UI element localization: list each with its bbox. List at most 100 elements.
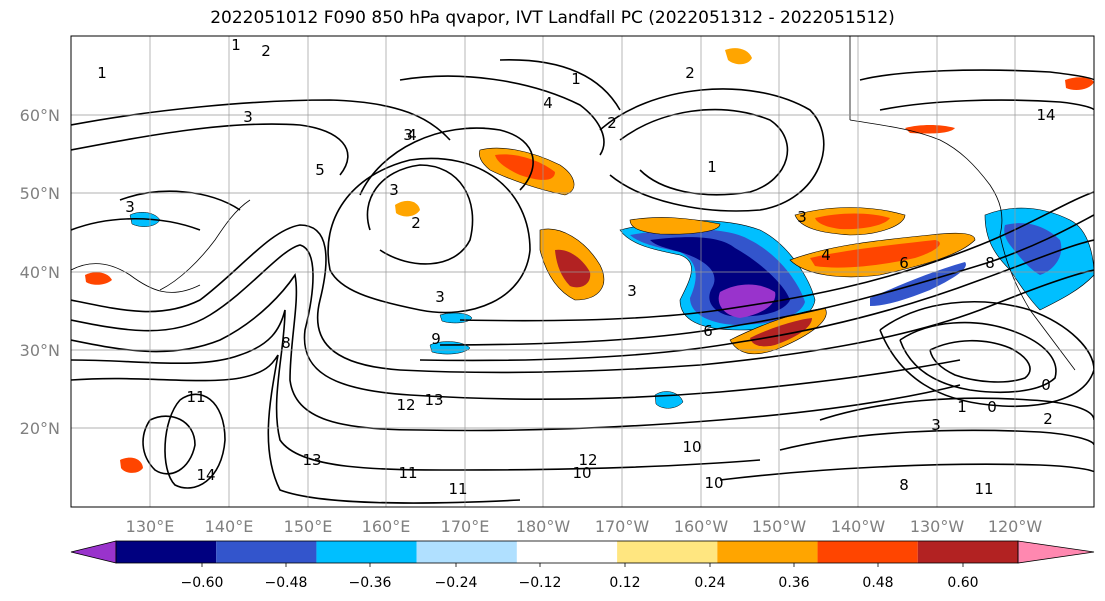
contour-label: 2 [685, 64, 695, 82]
positive-anomaly-south-small [120, 457, 143, 473]
contour-label: 11 [186, 388, 205, 406]
positive-anomaly-band-5-core [750, 318, 812, 347]
contour-label: 5 [315, 161, 325, 179]
contour-line [619, 108, 789, 196]
lon-tick-label: 150°E [284, 517, 333, 536]
contour-line [71, 354, 521, 504]
contour-label: 6 [703, 322, 713, 340]
colorbar: −0.60 −0.48 −0.36 −0.24 −0.12 0.12 0.24 0.36 0.4… [70, 540, 1095, 591]
contour-line [366, 164, 474, 265]
contour-line [879, 99, 1094, 111]
contour-lines [71, 59, 1094, 504]
colorbar-tick-label: 0.12 [609, 575, 640, 591]
colorbar-swatch [116, 541, 217, 563]
colorbar-swatch [617, 541, 718, 563]
contour-label: 3 [389, 181, 399, 199]
contour-label: 10 [572, 464, 591, 482]
contour-label: 6 [899, 254, 909, 272]
lat-tick-label: 50°N [20, 184, 60, 203]
colorbar-swatch [717, 541, 818, 563]
positive-anomaly-ne [1065, 77, 1094, 90]
contour-label: 4 [407, 126, 417, 144]
lon-tick-label: 170°E [441, 517, 490, 536]
lat-tick-label: 20°N [20, 419, 60, 438]
contour-label: 10 [682, 438, 701, 456]
contour-label: 3 [435, 288, 445, 306]
colorbar-tick-label: −0.60 [181, 575, 224, 591]
coastline [71, 263, 201, 293]
colorbar-tick-label: −0.36 [349, 575, 392, 591]
contour-line [71, 244, 961, 401]
contour-line [399, 75, 605, 156]
gridlines [71, 36, 1094, 507]
contour-line [71, 272, 961, 432]
colorbar-frame [115, 540, 1019, 564]
lat-axis-labels: 60°N 50°N 40°N 30°N 20°N [20, 106, 60, 438]
contour-line [71, 217, 201, 231]
contour-label: 11 [448, 480, 467, 498]
lon-axis-labels: 130°E 140°E 150°E 160°E 170°E 180°W 170°W 160°W… [126, 517, 1043, 536]
contour-label: 1 [231, 36, 241, 54]
shaded-anomalies [85, 48, 1094, 473]
contour-label: 3 [403, 126, 413, 144]
contour-label: 12 [578, 451, 597, 469]
positive-anomaly-band-2-core [495, 154, 555, 180]
contour-label: 4 [543, 94, 553, 112]
contour-line [142, 415, 196, 475]
lon-tick-label: 130°W [910, 517, 965, 536]
positive-anomaly-band-3-core [815, 213, 890, 230]
lon-tick-label: 140°W [831, 517, 886, 536]
contour-line [71, 309, 761, 471]
map-title: 2022051012 F090 850 hPa qvapor, IVT Land… [210, 8, 895, 28]
lon-tick-label: 160°W [674, 517, 729, 536]
contour-label: 3 [931, 416, 941, 434]
contour-line [499, 59, 621, 111]
contour-label: 3 [125, 198, 135, 216]
positive-anomaly-band-1-core [555, 249, 591, 288]
coastlines [71, 36, 1076, 371]
colorbar-swatch [216, 541, 317, 563]
contour-line [359, 127, 534, 196]
positive-anomaly-alaska [905, 125, 955, 134]
contour-label: 0 [1041, 376, 1051, 394]
colorbar-tick-label: 0.24 [694, 575, 725, 591]
contour-label: 2 [261, 42, 271, 60]
contour-line [71, 123, 349, 176]
lat-tick-label: 30°N [20, 341, 60, 360]
lat-tick-label: 60°N [20, 106, 60, 125]
lat-tick-label: 40°N [20, 263, 60, 282]
contour-line [819, 397, 1094, 421]
contour-label: 13 [424, 391, 443, 409]
colorbar-swatch [516, 541, 618, 563]
contour-label: 1 [571, 70, 581, 88]
contour-label: 3 [243, 108, 253, 126]
contour-label: 11 [974, 480, 993, 498]
coastline [159, 199, 251, 291]
contour-label: 13 [302, 451, 321, 469]
contour-label: 1 [957, 398, 967, 416]
contour-line [929, 339, 1031, 383]
contour-label: 14 [1036, 106, 1055, 124]
colorbar-swatch [817, 541, 918, 563]
colorbar-swatch [416, 541, 517, 563]
colorbar-tick-label: −0.24 [435, 575, 478, 591]
positive-anomaly-band-4-core [810, 240, 940, 268]
coastline [999, 234, 1076, 371]
contour-label: 3 [627, 282, 637, 300]
lon-tick-label: 170°W [595, 517, 650, 536]
contour-line [719, 463, 1094, 481]
lon-tick-label: 140°E [205, 517, 254, 536]
contour-line [899, 321, 1057, 394]
contour-label: 3 [797, 208, 807, 226]
positive-anomaly-west-small [395, 200, 420, 217]
contour-label: 11 [398, 464, 417, 482]
colorbar-swatch [917, 541, 1018, 563]
contour-line [599, 88, 825, 212]
contour-label: 10 [704, 474, 723, 492]
contour-line [859, 69, 1094, 81]
colorbar-tick-label: −0.12 [519, 575, 562, 591]
colorbar-swatch [316, 541, 417, 563]
colorbar-tick-label: −0.48 [265, 575, 308, 591]
contour-label: 9 [431, 330, 441, 348]
